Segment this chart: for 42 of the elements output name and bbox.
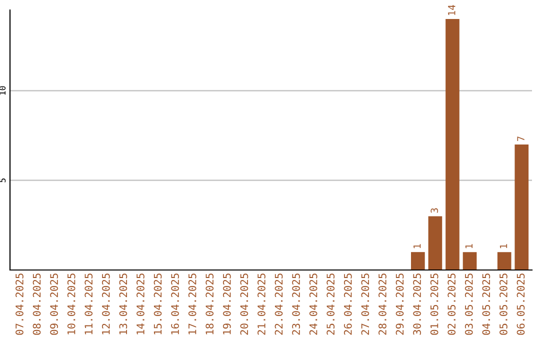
x-tick-label: 19.04.2025 xyxy=(222,274,231,334)
x-tick-label: 10.04.2025 xyxy=(67,274,76,334)
x-tick-label: 30.04.2025 xyxy=(413,274,421,335)
x-tick-label: 03.05.2025 xyxy=(464,274,473,335)
x-tick-label: 08.04.2025 xyxy=(32,274,41,335)
x-tick-label: 15.04.2025 xyxy=(154,274,162,334)
x-tick-label: 16.04.2025 xyxy=(171,274,179,334)
x-tick-label: 29.04.2025 xyxy=(396,274,404,335)
x-tick-label: 22.04.2025 xyxy=(274,274,283,335)
x-tick-label: 05.05.2025 xyxy=(500,274,508,335)
bar xyxy=(497,252,512,270)
x-tick-label: 07.04.2025 xyxy=(16,274,24,335)
x-tick-label: 25.04.2025 xyxy=(326,274,335,335)
x-tick-label: 27.04.2025 xyxy=(361,274,370,335)
x-tick-label: 01.05.2025 xyxy=(430,274,438,335)
bar xyxy=(428,216,442,270)
x-tick-label: 09.04.2025 xyxy=(50,274,58,335)
data-label: 1 xyxy=(414,244,421,248)
bar xyxy=(411,252,425,270)
x-tick-label: 06.05.2025 xyxy=(516,274,525,335)
data-label: 1 xyxy=(465,244,472,248)
x-tick-label: 24.04.2025 xyxy=(309,274,318,335)
data-label: 3 xyxy=(430,208,438,213)
x-tick-label: 02.05.2025 xyxy=(448,274,456,335)
x-tick-label: 14.04.2025 xyxy=(136,274,144,334)
bar xyxy=(462,252,477,270)
data-label: 1 xyxy=(500,244,508,248)
x-tick-label: 18.04.2025 xyxy=(206,274,214,334)
x-tick-label: 11.04.2025 xyxy=(84,274,93,334)
x-tick-label: 26.04.2025 xyxy=(344,274,352,335)
bar xyxy=(446,18,460,270)
bar xyxy=(514,144,529,270)
data-label: 14 xyxy=(448,4,456,16)
x-tick-label: 04.05.2025 xyxy=(482,274,490,335)
x-tick-label: 20.04.2025 xyxy=(240,274,248,335)
x-tick-label: 21.04.2025 xyxy=(258,274,266,335)
x-tick-label: 12.04.2025 xyxy=(102,274,110,334)
x-tick-label: 23.04.2025 xyxy=(292,274,300,335)
x-tick-label: 17.04.2025 xyxy=(188,274,196,334)
data-label: 7 xyxy=(517,136,524,142)
x-tick-label: 13.04.2025 xyxy=(119,274,128,334)
x-tick-label: 28.04.2025 xyxy=(378,274,386,335)
